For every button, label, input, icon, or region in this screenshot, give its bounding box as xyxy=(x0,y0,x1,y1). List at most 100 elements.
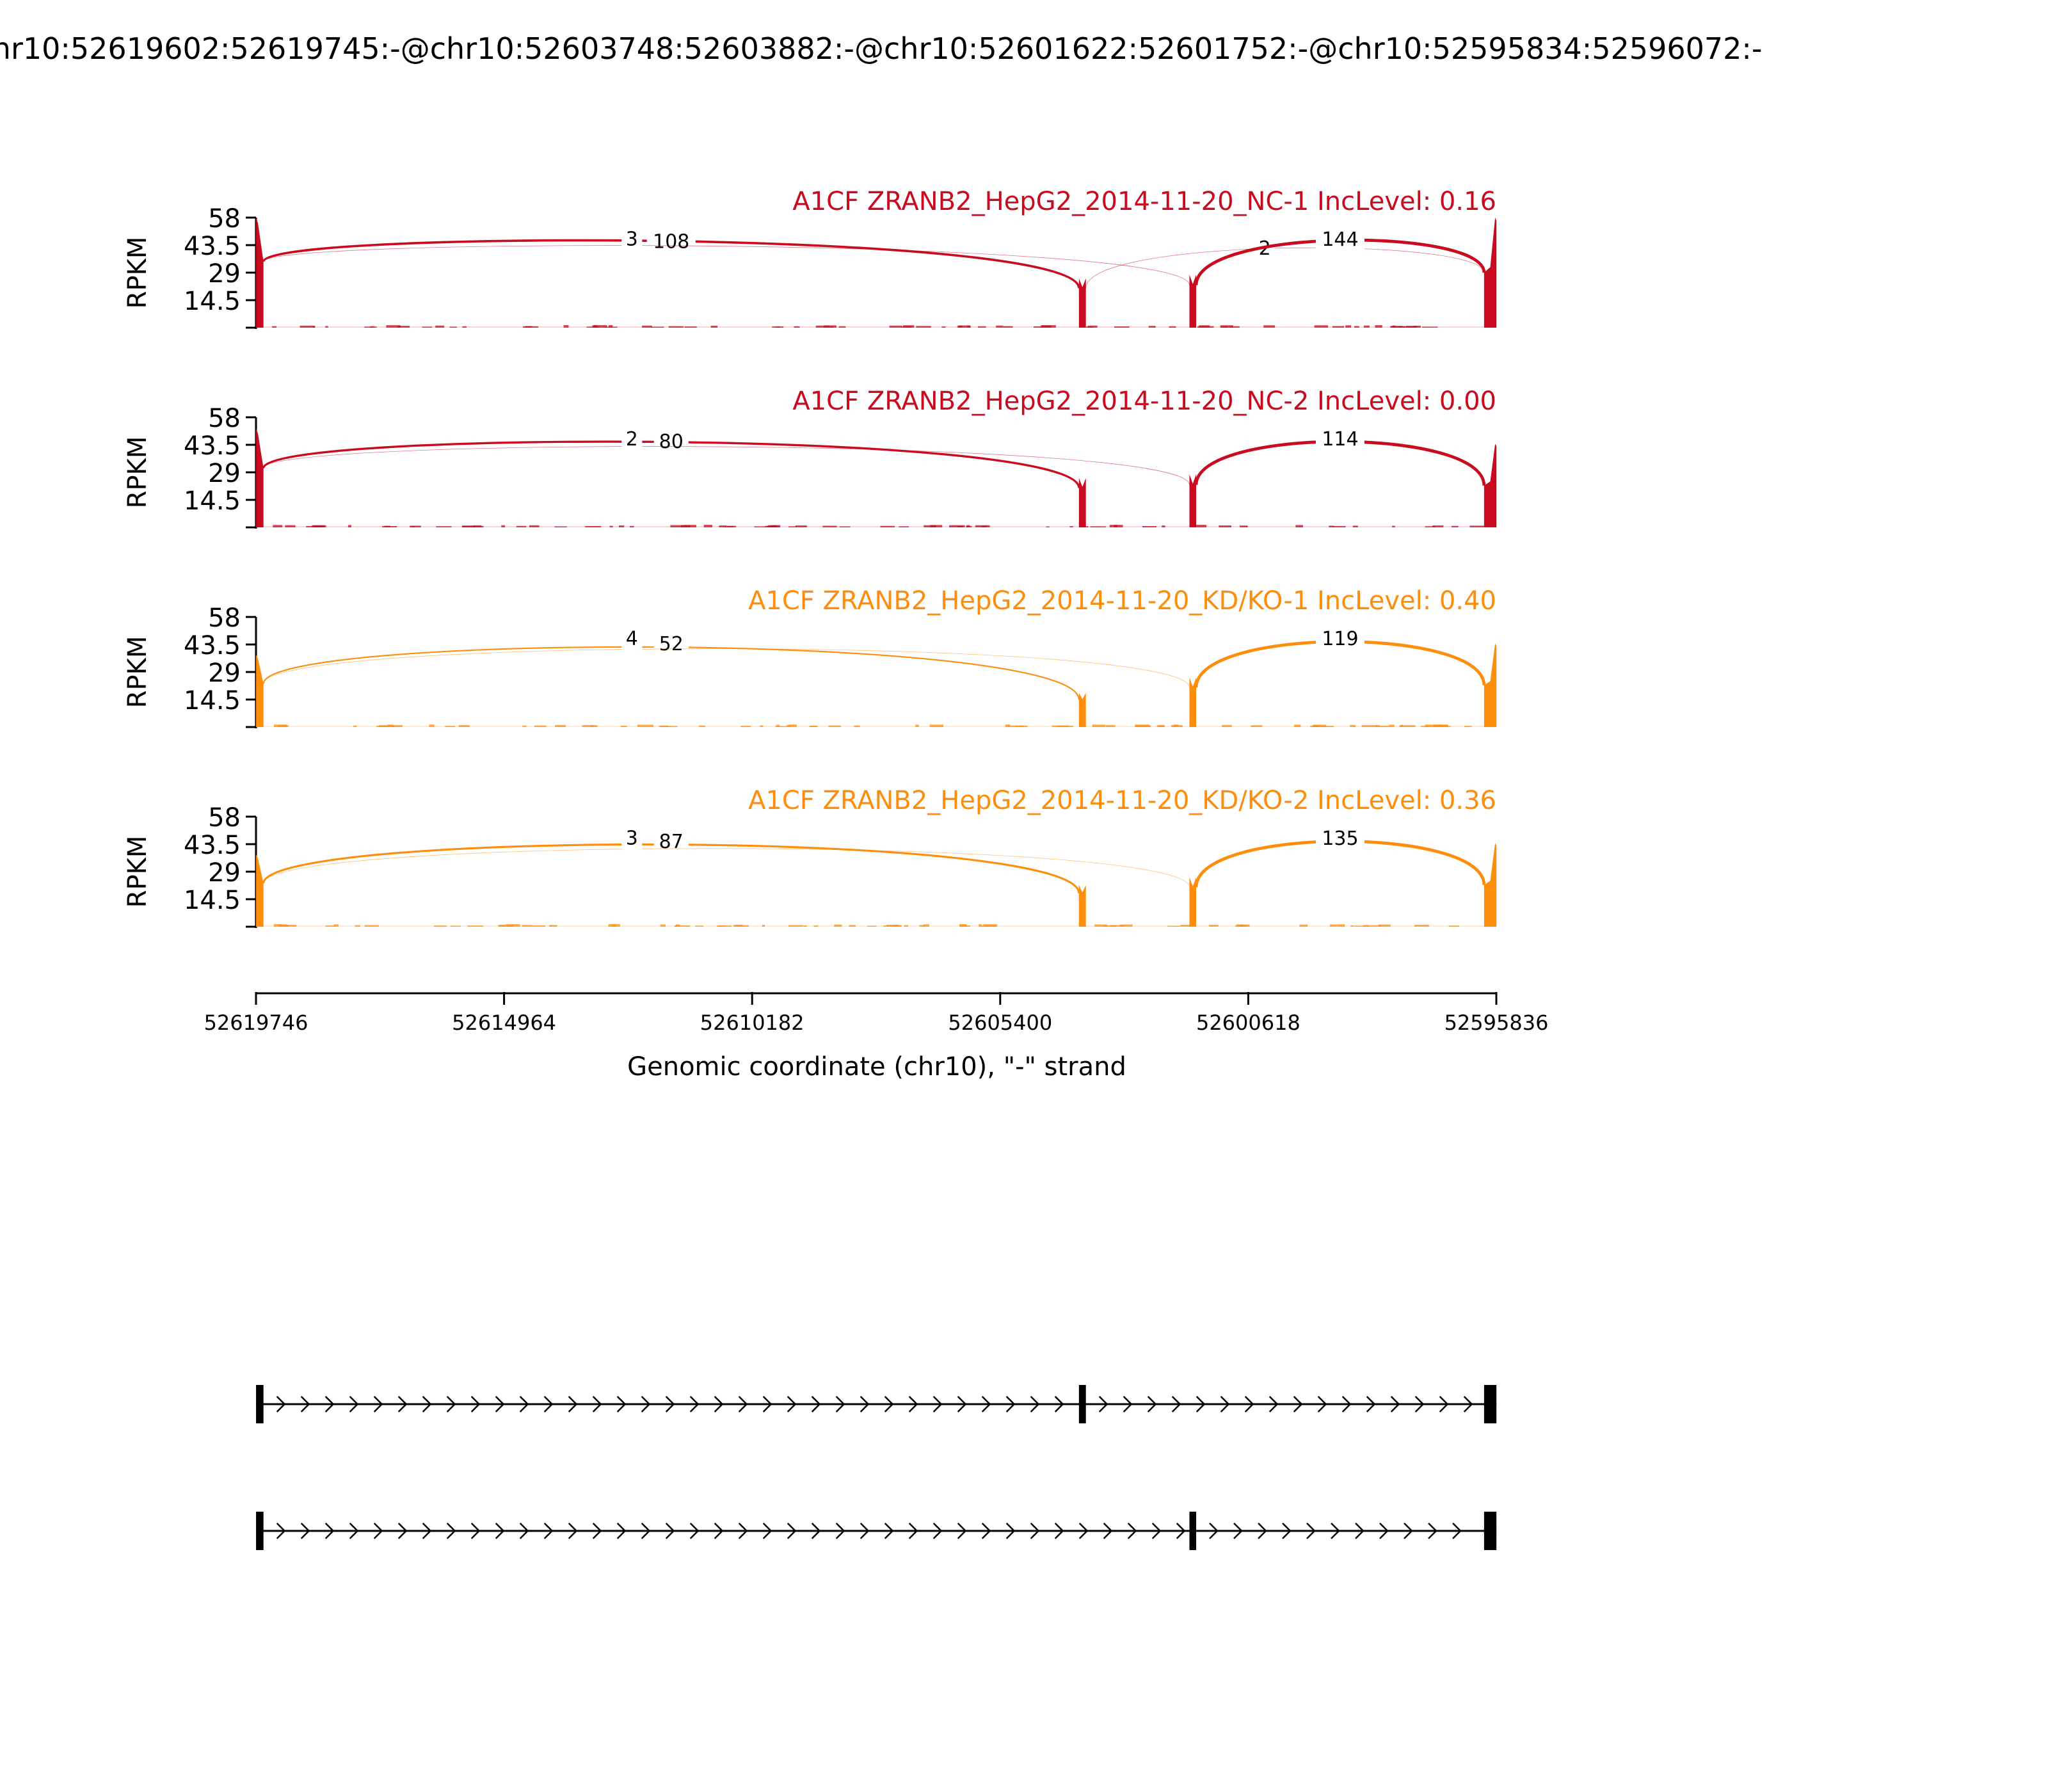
intron-read xyxy=(364,925,379,927)
intron-read xyxy=(699,725,705,727)
y-tick-label: 14.5 xyxy=(184,486,241,516)
intron-read xyxy=(1222,724,1232,727)
strand-arrow xyxy=(543,1396,554,1412)
x-tick-label: 52619746 xyxy=(204,1011,308,1035)
strand-arrow xyxy=(495,1396,505,1412)
intron-read xyxy=(582,725,598,727)
intron-read xyxy=(1046,526,1050,527)
strand-arrow xyxy=(300,1396,310,1412)
strand-arrow xyxy=(908,1396,918,1412)
intron-read xyxy=(1354,925,1368,927)
intron-read xyxy=(1094,924,1108,927)
intron-read xyxy=(534,725,547,727)
strand-arrow xyxy=(1331,1523,1340,1539)
junction-count: 144 xyxy=(1322,228,1358,251)
intron-read xyxy=(1363,925,1369,927)
strand-arrow xyxy=(470,1523,481,1539)
intron-read xyxy=(555,724,566,727)
strand-arrow xyxy=(811,1523,821,1539)
intron-read xyxy=(1389,724,1395,727)
strand-arrow xyxy=(689,1396,700,1412)
intron-read xyxy=(277,724,289,727)
intron-read xyxy=(1171,724,1183,727)
intron-read xyxy=(880,525,895,527)
strand-arrow xyxy=(981,1523,991,1539)
intron-read xyxy=(1425,724,1441,727)
intron-read xyxy=(386,325,401,328)
intron-read xyxy=(1312,725,1319,727)
strand-arrow xyxy=(592,1396,602,1412)
strand-arrow xyxy=(495,1523,505,1539)
junction-count: 87 xyxy=(659,831,684,853)
strand-arrow xyxy=(1054,1396,1064,1412)
intron-read xyxy=(435,325,445,328)
intron-read xyxy=(815,325,830,328)
intron-read xyxy=(889,325,902,328)
intron-read xyxy=(1110,925,1124,927)
exon-block xyxy=(256,1512,264,1550)
intron-read xyxy=(450,925,461,927)
strand-arrow xyxy=(957,1523,967,1539)
intron-read xyxy=(1367,925,1382,927)
intron-read xyxy=(660,924,666,927)
junction-count: 52 xyxy=(659,633,684,655)
intron-read xyxy=(620,726,627,727)
y-tick-label: 58 xyxy=(208,204,241,234)
intron-read xyxy=(1350,925,1354,927)
intron-read xyxy=(325,925,335,927)
intron-read xyxy=(1375,724,1380,727)
strand-arrow xyxy=(543,1523,554,1539)
strand-arrow xyxy=(276,1396,286,1412)
intron-read xyxy=(548,925,552,927)
y-tick-label: 29 xyxy=(208,259,241,289)
intron-read xyxy=(550,925,557,927)
intron-read xyxy=(1451,525,1459,527)
intron-read xyxy=(886,924,899,927)
panel-title: A1CF ZRANB2_HepG2_2014-11-20_KD/KO-2 Inc… xyxy=(748,786,1496,815)
intron-read xyxy=(1167,925,1181,927)
strand-arrow xyxy=(592,1523,602,1539)
intron-read xyxy=(899,526,909,527)
strand-arrow xyxy=(1098,1396,1108,1412)
intron-read xyxy=(462,525,473,527)
strand-arrow xyxy=(1054,1523,1064,1539)
intron-read xyxy=(996,325,1004,328)
exon-coverage xyxy=(256,655,264,727)
intron-read xyxy=(590,725,594,727)
intron-read xyxy=(923,924,930,927)
junction-count-box xyxy=(1315,827,1364,850)
exon-coverage xyxy=(256,854,264,927)
intron-read xyxy=(1295,525,1303,527)
intron-read xyxy=(930,525,943,527)
intron-read xyxy=(1119,924,1133,927)
intron-read xyxy=(1235,925,1247,927)
intron-read xyxy=(436,526,452,527)
x-tick-label: 52610182 xyxy=(700,1011,804,1035)
exon-coverage xyxy=(256,428,264,527)
intron-read xyxy=(1229,326,1240,328)
strand-arrow xyxy=(1404,1523,1413,1539)
exon-coverage xyxy=(1484,218,1497,328)
intron-read xyxy=(1142,526,1156,527)
intron-read xyxy=(788,526,797,527)
intron-read xyxy=(1399,725,1416,727)
strand-arrow xyxy=(762,1396,772,1412)
intron-read xyxy=(1321,726,1334,727)
y-tick-label: 43.5 xyxy=(184,232,241,261)
exon-coverage xyxy=(1078,477,1086,527)
strand-arrow xyxy=(1030,1523,1040,1539)
junction-arc xyxy=(1085,247,1485,289)
intron-read xyxy=(1190,525,1207,527)
strand-arrow xyxy=(1428,1523,1437,1539)
intron-read xyxy=(1413,325,1421,328)
strand-arrow xyxy=(446,1523,456,1539)
intron-read xyxy=(776,724,780,727)
strand-arrow xyxy=(932,1523,943,1539)
exon-block xyxy=(1078,1385,1086,1423)
intron-read xyxy=(1148,326,1156,328)
x-tick-label: 52605400 xyxy=(948,1011,1052,1035)
panel-title: A1CF ZRANB2_HepG2_2014-11-20_NC-2 IncLev… xyxy=(792,387,1496,416)
intron-read xyxy=(585,525,602,527)
intron-read xyxy=(353,725,357,727)
intron-read xyxy=(929,724,944,727)
